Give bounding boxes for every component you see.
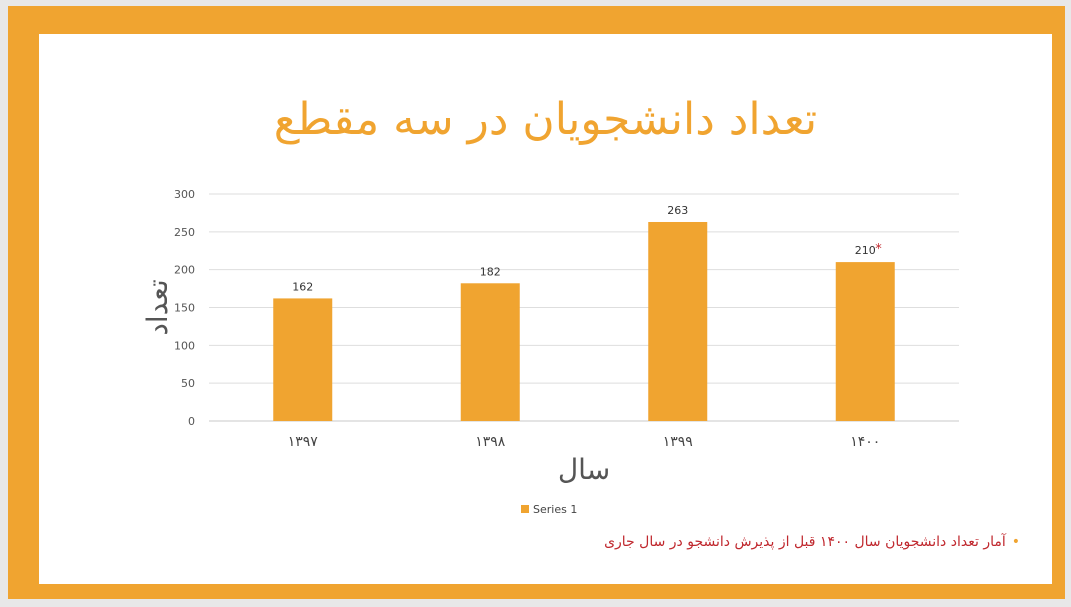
bar — [835, 262, 895, 421]
data-label: 263 — [667, 204, 688, 217]
slide: تعداد دانشجویان در سه مقطع 0 50 100 150 200 2… — [39, 34, 1052, 584]
annotation-asterisk: * — [875, 242, 882, 257]
legend-swatch — [521, 505, 529, 513]
data-label: 182 — [480, 265, 501, 278]
x-tick-label: ۱۳۹۷ — [288, 434, 319, 450]
data-label: 162 — [292, 280, 313, 293]
x-tick-label: ۱۳۹۸ — [475, 434, 506, 450]
note-text-item: • آمار تعداد دانشجویان سال ۱۴۰۰ قبل از پذ… — [604, 534, 1020, 550]
y-tick-label: 200 — [174, 264, 195, 277]
bar — [273, 298, 333, 421]
y-tick-label: 150 — [174, 302, 195, 315]
y-tick-label: 50 — [181, 377, 195, 390]
data-label: 210 — [855, 244, 876, 257]
y-tick-label: 300 — [174, 188, 195, 201]
bar — [648, 221, 708, 421]
y-tick-label: 100 — [174, 339, 195, 352]
x-tick-label: ۱۴۰۰ — [850, 434, 880, 450]
bar — [460, 283, 520, 421]
bar-chart: 0 50 100 150 200 250 300 162 ۱۳۹۷ 182 ۱۳۹۸ 263 ۱۳۹۹ 2… — [141, 188, 959, 516]
bullet-icon: • — [1011, 534, 1020, 550]
x-axis-title: سال — [558, 453, 610, 486]
x-tick-label: ۱۳۹۹ — [663, 434, 693, 450]
slide-frame: تعداد دانشجویان در سه مقطع 0 50 100 150 200 2… — [8, 6, 1065, 599]
legend-label: Series 1 — [533, 503, 577, 516]
y-tick-label: 250 — [174, 226, 195, 239]
y-tick-label: 0 — [188, 415, 195, 428]
note-text: آمار تعداد دانشجویان سال ۱۴۰۰ قبل از پذی… — [604, 534, 1006, 550]
y-axis-title: تعداد — [141, 279, 174, 335]
chart-title: تعداد دانشجویان در سه مقطع — [273, 94, 818, 145]
